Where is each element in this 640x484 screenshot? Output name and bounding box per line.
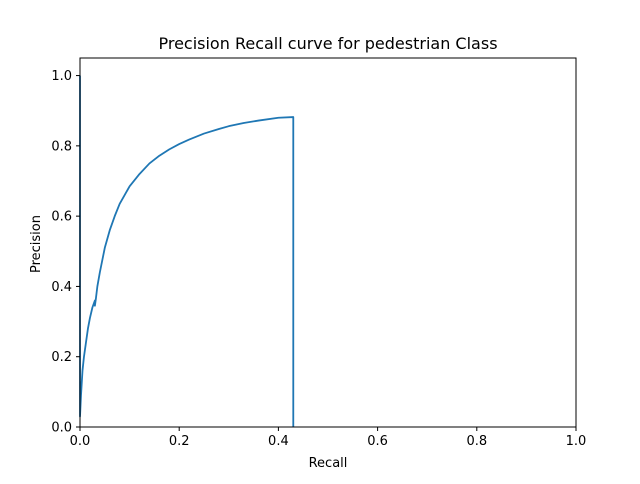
y-tick-label: 0.8 <box>51 139 72 154</box>
x-tick-label: 0.8 <box>466 434 487 449</box>
x-tick-label: 0.4 <box>268 434 289 449</box>
x-tick-label: 0.2 <box>169 434 190 449</box>
x-tick-label: 1.0 <box>566 434 587 449</box>
y-tick-label: 0.0 <box>51 421 72 436</box>
x-tick-label: 0.0 <box>70 434 91 449</box>
y-tick-label: 0.2 <box>51 350 72 365</box>
plot-area <box>79 75 295 427</box>
axes: 0.0 0.2 0.4 0.6 0.8 1.0 0.0 0.2 0.4 0.6 0.8 1.0 <box>51 57 587 449</box>
pr-curve-line <box>79 75 295 427</box>
y-tick-label: 0.4 <box>51 280 72 295</box>
y-tick-label: 0.6 <box>51 210 72 225</box>
chart-title: Precision Recall curve for pedestrian Cl… <box>158 34 497 53</box>
y-axis-label: Precision <box>29 215 44 273</box>
axes-frame <box>79 57 577 428</box>
y-tick-label: 1.0 <box>51 69 72 84</box>
x-tick-label: 0.6 <box>367 434 388 449</box>
x-axis-label: Recall <box>309 456 348 471</box>
